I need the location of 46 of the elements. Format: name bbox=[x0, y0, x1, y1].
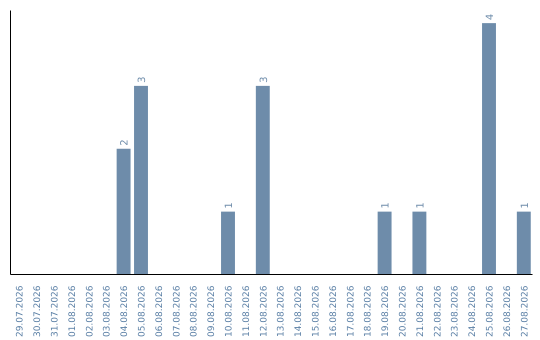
data-label: 1 bbox=[415, 202, 426, 209]
data-label: 2 bbox=[120, 139, 131, 146]
bar bbox=[378, 212, 392, 274]
x-tick-label: 12.08.2026 bbox=[259, 285, 270, 338]
data-label: 3 bbox=[258, 76, 270, 83]
data-label: 1 bbox=[224, 202, 235, 209]
x-tick-label: 04.08.2026 bbox=[120, 285, 130, 338]
x-tick-label: 08.08.2026 bbox=[190, 285, 200, 338]
x-tick-label: 11.08.2026 bbox=[242, 285, 252, 338]
x-tick-label: 27.08.2026 bbox=[520, 285, 530, 338]
x-tick-label: 29.07.2026 bbox=[16, 285, 26, 338]
bar bbox=[116, 148, 131, 274]
x-tick-label: 02.08.2026 bbox=[85, 285, 96, 338]
x-tick-label: 01.08.2026 bbox=[68, 285, 78, 338]
data-label: 1 bbox=[520, 202, 531, 209]
x-tick-label: 16.08.2026 bbox=[328, 285, 339, 338]
x-tick-label: 17.08.2026 bbox=[346, 285, 356, 338]
x-tick-label: 22.08.2026 bbox=[433, 285, 444, 338]
x-tick-label: 13.08.2026 bbox=[276, 285, 287, 338]
x-tick-label: 15.08.2026 bbox=[312, 285, 322, 338]
x-tick-label: 23.08.2026 bbox=[450, 285, 461, 338]
data-label: 4 bbox=[485, 14, 496, 20]
x-tick-label: 24.08.2026 bbox=[468, 285, 478, 338]
x-tick-label: 31.07.2026 bbox=[50, 285, 60, 338]
bar bbox=[482, 23, 496, 274]
x-tick-label: 21.08.2026 bbox=[416, 285, 426, 338]
bar bbox=[134, 86, 148, 274]
x-tick-label: 03.08.2026 bbox=[102, 285, 113, 338]
bar bbox=[221, 212, 235, 274]
data-label: 3 bbox=[137, 76, 148, 83]
x-tick-label: 07.08.2026 bbox=[172, 285, 182, 338]
x-tick-label: 05.08.2026 bbox=[138, 285, 148, 338]
bar bbox=[256, 86, 270, 274]
data-label: 1 bbox=[380, 202, 392, 209]
x-tick-label: 10.08.2026 bbox=[224, 285, 234, 338]
x-tick-label: 19.08.2026 bbox=[381, 285, 392, 338]
bar bbox=[516, 212, 531, 274]
x-tick-label: 06.08.2026 bbox=[154, 285, 165, 338]
bar bbox=[412, 212, 426, 274]
x-tick-label: 14.08.2026 bbox=[294, 285, 304, 338]
x-tick-label: 09.08.2026 bbox=[207, 285, 218, 338]
x-tick-label: 25.08.2026 bbox=[486, 285, 496, 338]
x-tick-label: 20.08.2026 bbox=[398, 285, 408, 338]
x-tick-label: 26.08.2026 bbox=[502, 285, 513, 338]
x-tick-label: 30.07.2026 bbox=[33, 285, 44, 338]
x-tick-label: 18.08.2026 bbox=[364, 285, 374, 338]
